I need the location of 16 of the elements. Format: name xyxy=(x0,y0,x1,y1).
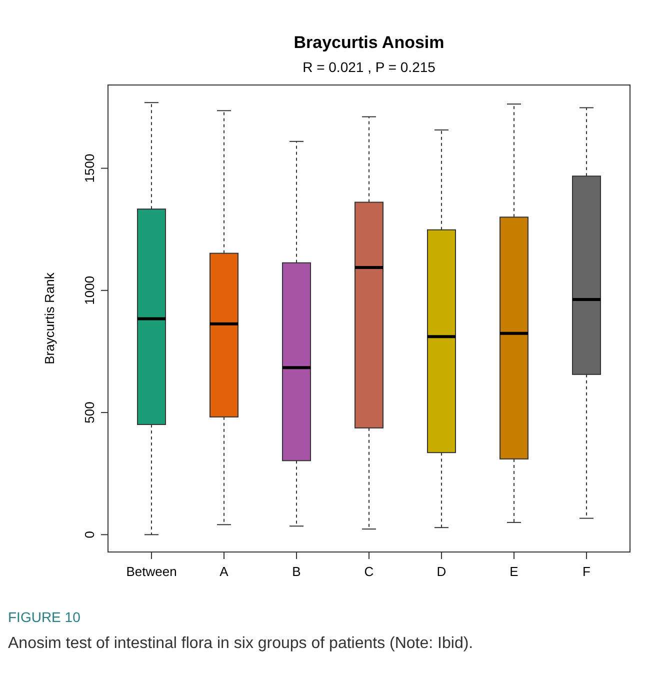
chart-subtitle: R = 0.021 , P = 0.215 xyxy=(302,59,436,75)
chart-title: Braycurtis Anosim xyxy=(294,33,444,52)
y-tick-label: 1000 xyxy=(82,276,97,305)
y-tick-label: 1500 xyxy=(82,154,97,183)
y-axis-title: Braycurtis Rank xyxy=(42,272,57,364)
x-tick-label: E xyxy=(510,564,519,579)
x-tick-label: B xyxy=(292,564,301,579)
text: Anosim test of intestinal flora in six groups of patients (Note: Ibid). xyxy=(8,635,474,652)
x-tick-label: Between xyxy=(126,564,177,579)
y-tick-label: 0 xyxy=(82,531,97,538)
x-tick-label: D xyxy=(436,564,446,579)
y-tick-label: 500 xyxy=(82,402,97,424)
x-tick-label: F xyxy=(582,564,591,579)
x-tick-label: A xyxy=(220,564,229,579)
caption: FIGURE 10 xyxy=(8,609,81,625)
x-tick-label: C xyxy=(364,564,374,579)
